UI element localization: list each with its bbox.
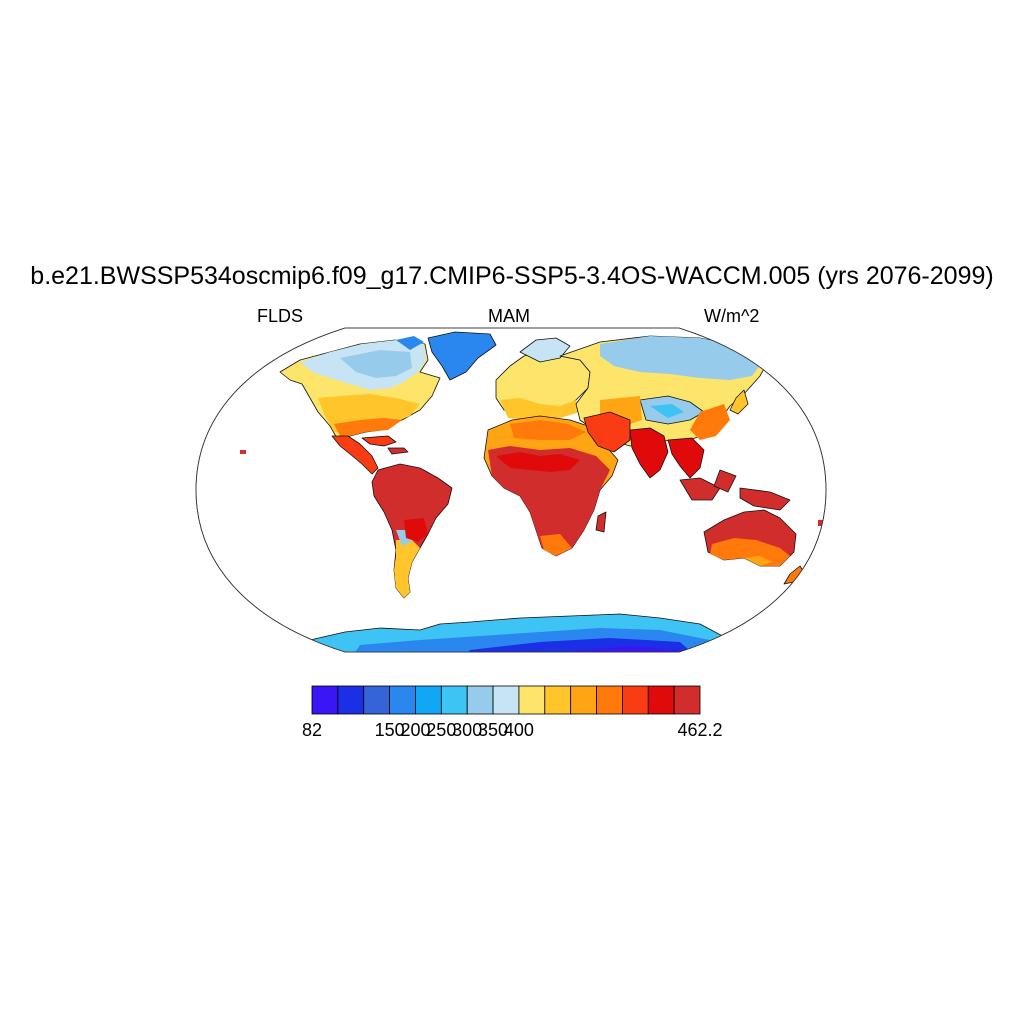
colorbar-box	[440, 685, 468, 715]
central-america-region	[331, 435, 409, 475]
colorbar-box	[466, 685, 494, 715]
north-america-region	[279, 336, 441, 441]
colorbar-tick-label: 150	[375, 720, 405, 740]
colorbar-tick-label: 82	[302, 720, 322, 740]
africa-region	[483, 415, 619, 557]
colorbar-box	[337, 685, 365, 715]
antarctica-region	[299, 613, 731, 652]
japan-region	[729, 389, 749, 415]
colorbar-box	[492, 685, 520, 715]
plot-title: b.e21.BWSSP534oscmip6.f09_g17.CMIP6-SSP5…	[30, 262, 994, 290]
units-label: W/m^2	[704, 306, 760, 326]
colorbar-box	[518, 685, 546, 715]
season-label: MAM	[488, 306, 530, 326]
colorbar-tick-label: 350	[478, 720, 508, 740]
south-america-region	[371, 463, 453, 599]
globe-border	[195, 327, 827, 653]
europe-region	[495, 337, 591, 420]
variable-label: FLDS	[257, 306, 304, 326]
colorbar-box	[673, 685, 701, 715]
colorbar-box	[363, 685, 391, 715]
colorbar-tick-label: 400	[504, 720, 534, 740]
colorbar-box	[647, 685, 675, 715]
south-asia-region	[629, 427, 791, 511]
australia-region	[703, 509, 797, 567]
colorbar-box	[311, 685, 339, 715]
colorbar-box	[596, 685, 623, 715]
colorbar-box	[544, 685, 572, 715]
hawaii-region	[240, 450, 246, 454]
pacific-island-region	[818, 520, 824, 526]
colorbar-box	[389, 685, 416, 715]
colorbar-tick-label: 462.2	[677, 720, 722, 740]
middle-east-region	[583, 411, 631, 453]
colorbar-box	[415, 685, 442, 715]
colorbar-tick-label: 250	[426, 720, 456, 740]
greenland-region	[427, 331, 497, 381]
colorbar-box	[570, 685, 597, 715]
colorbar-tick-label: 200	[400, 720, 430, 740]
colorbar-boxes	[311, 685, 701, 715]
colorbar-box	[622, 685, 649, 715]
colorbar-tick-label: 300	[452, 720, 482, 740]
